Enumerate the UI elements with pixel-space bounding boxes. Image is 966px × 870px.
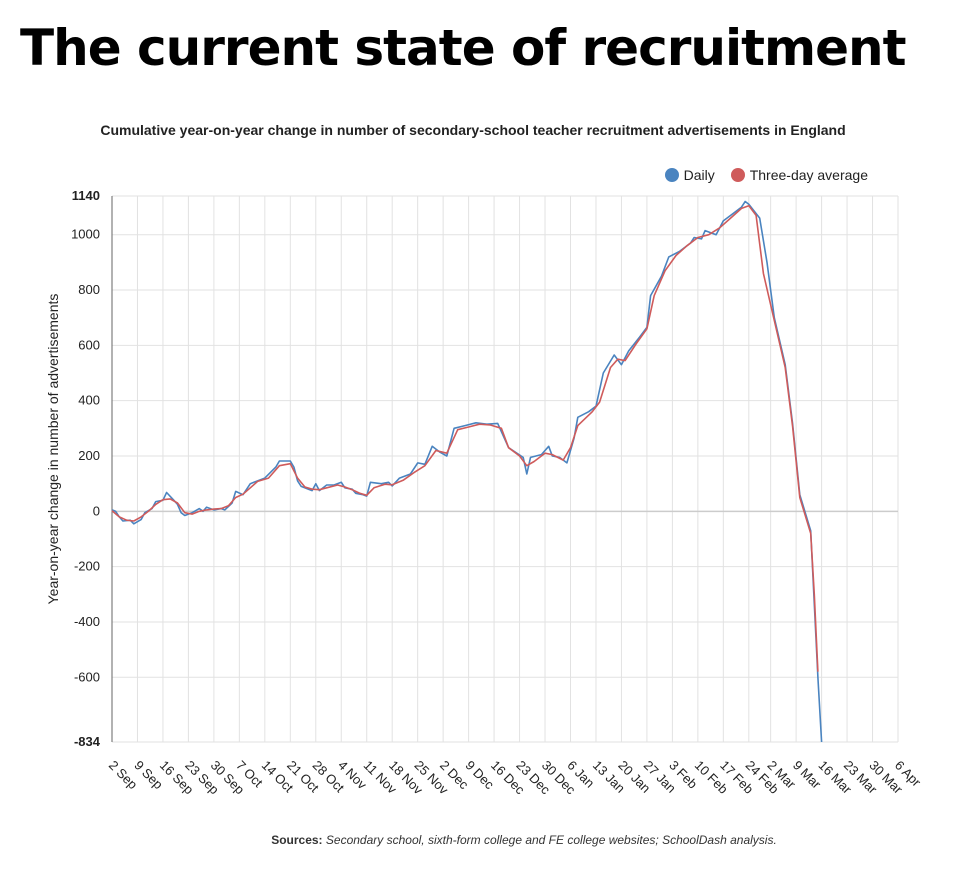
y-tick-label: -600 bbox=[74, 669, 100, 684]
legend-label-average: Three-day average bbox=[749, 167, 868, 183]
y-axis: -834 -600 -400 -200 0 200 400 600 800 1000 1140 bbox=[71, 188, 113, 749]
x-tick-label: 9 Mar bbox=[790, 758, 825, 793]
legend-item-average[interactable]: Three-day average bbox=[730, 167, 868, 183]
legend: Daily Three-day average bbox=[664, 167, 868, 183]
sources-text: Secondary school, sixth-form college and… bbox=[325, 833, 777, 847]
headline: The current state of recruitment bbox=[20, 19, 907, 77]
y-tick-label: 0 bbox=[93, 503, 100, 518]
series-lines bbox=[111, 200, 823, 743]
legend-marker-average bbox=[730, 168, 745, 182]
y-axis-label: Year-on-year change in number of adverti… bbox=[45, 294, 61, 605]
three-day-average-line bbox=[111, 204, 819, 672]
y-tick-label: -400 bbox=[74, 614, 100, 629]
chart-title: Cumulative year-on-year change in number… bbox=[100, 122, 846, 138]
legend-label-daily: Daily bbox=[683, 167, 715, 183]
legend-marker-daily bbox=[664, 168, 679, 182]
x-tick-label: 2 Sep bbox=[106, 758, 141, 793]
y-tick-label: 1000 bbox=[71, 227, 100, 242]
sources-note: Sources: Secondary school, sixth-form co… bbox=[0, 833, 966, 847]
y-tick-label: 600 bbox=[78, 337, 100, 352]
y-tick-label: 800 bbox=[78, 282, 100, 297]
y-tick-label: 400 bbox=[78, 393, 100, 408]
legend-item-daily[interactable]: Daily bbox=[664, 167, 715, 183]
gridlines bbox=[111, 195, 899, 743]
sources-label: Sources: bbox=[271, 833, 323, 847]
y-tick-label: -200 bbox=[74, 559, 100, 574]
daily-series-line bbox=[111, 200, 823, 743]
y-tick-label: 1140 bbox=[72, 188, 100, 203]
x-tick-label: 9 Sep bbox=[131, 758, 166, 793]
y-tick-label: -834 bbox=[74, 734, 101, 749]
y-tick-label: 200 bbox=[78, 448, 100, 463]
